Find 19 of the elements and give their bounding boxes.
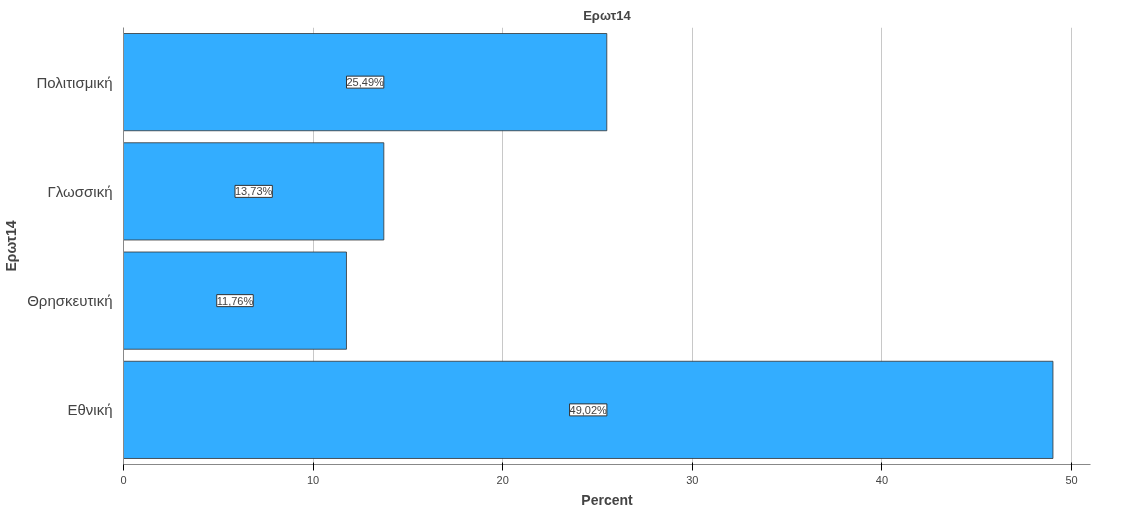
y-axis-title: Ερωτ14 (3, 220, 20, 272)
x-tick-label: 50 (1065, 473, 1078, 486)
y-tick-label: Πολιτισμική (36, 73, 113, 91)
y-tick-label: Εθνική (67, 401, 113, 419)
x-axis-title: Percent (581, 491, 634, 508)
chart-title: Ερωτ14 (583, 7, 632, 23)
x-tick-label: 10 (306, 473, 320, 486)
bar (123, 251, 347, 350)
data-label: 13,73% (235, 185, 273, 198)
y-tick-label: Θρησκευτική (27, 292, 113, 310)
bar (123, 142, 385, 241)
data-label: 11,76% (216, 294, 254, 307)
bar (123, 33, 608, 132)
y-tick-label: Γλωσσική (47, 182, 113, 200)
bar (123, 360, 1054, 459)
x-tick-label: 20 (496, 473, 509, 486)
x-tick-label: 40 (875, 473, 889, 486)
x-tick-label: 30 (686, 473, 699, 486)
x-tick-label: 0 (120, 473, 127, 486)
